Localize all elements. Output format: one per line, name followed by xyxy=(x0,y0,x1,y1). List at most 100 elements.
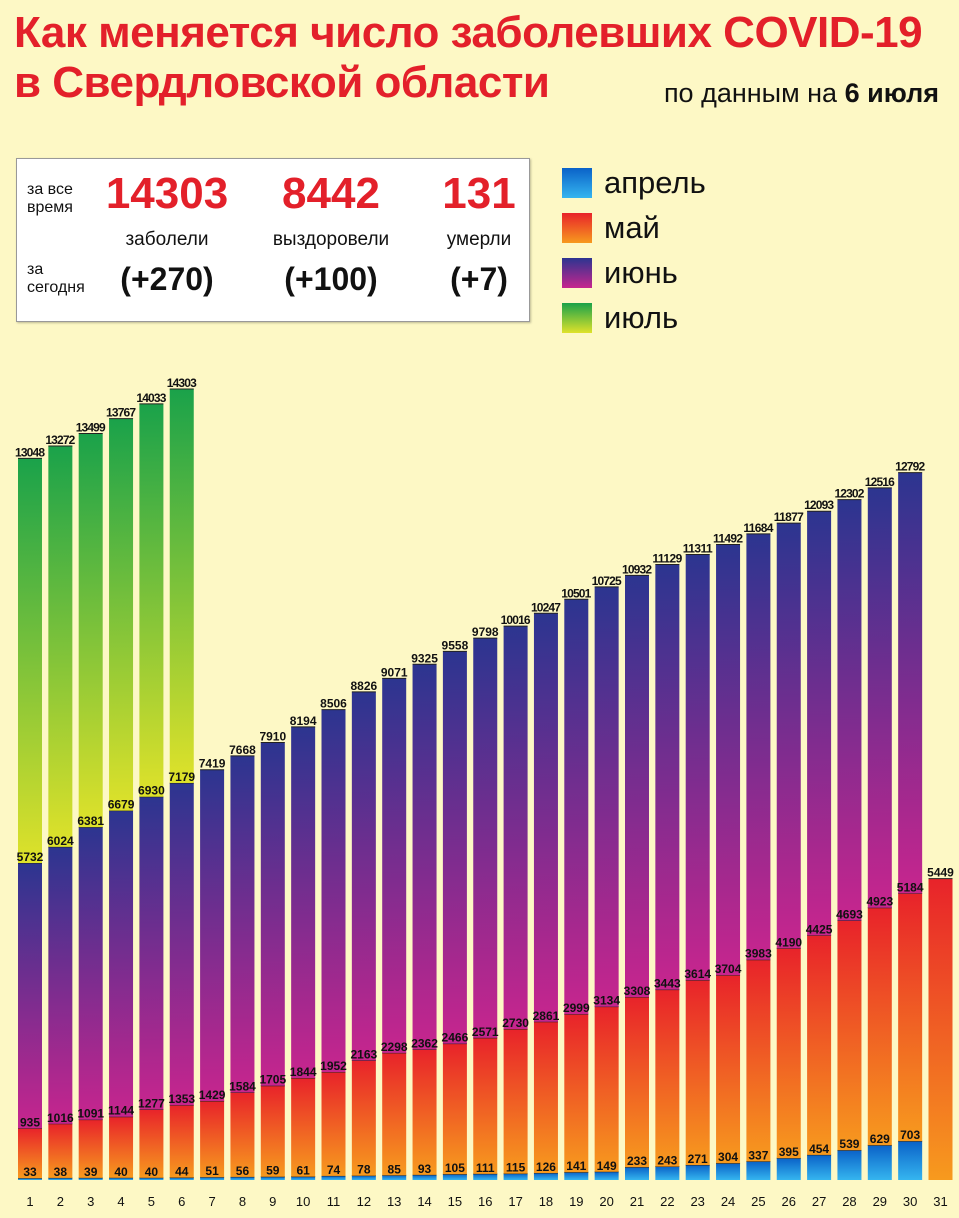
data-label-may-day-8: 1584 xyxy=(229,1079,256,1093)
data-label-may-day-27: 4425 xyxy=(806,922,833,936)
bar-april-day-29 xyxy=(867,1145,892,1180)
stats-panel: за все время за сегодня 14303 заболели (… xyxy=(16,158,530,322)
bar-july-day-3 xyxy=(78,433,103,828)
bar-april-day-14 xyxy=(412,1174,437,1180)
data-label-april-day-23: 271 xyxy=(688,1152,708,1166)
data-label-june-day-26: 11877 xyxy=(774,510,804,524)
bar-april-day-9 xyxy=(260,1176,285,1180)
data-label-april-day-21: 233 xyxy=(627,1154,647,1168)
bar-may-day-2 xyxy=(48,1123,73,1178)
legend-label-june: июнь xyxy=(604,254,678,290)
bar-may-day-9 xyxy=(260,1085,285,1177)
legend-item-july: июль xyxy=(562,295,706,340)
data-label-may-day-7: 1429 xyxy=(199,1088,226,1102)
bar-july-day-1 xyxy=(18,458,42,864)
bar-june-day-7 xyxy=(200,769,225,1101)
data-label-july-day-2: 13272 xyxy=(45,433,75,447)
today-label-line-1: за xyxy=(27,261,44,278)
bar-may-day-8 xyxy=(230,1092,255,1177)
data-label-april-day-16: 111 xyxy=(476,1161,495,1175)
data-label-june-day-19: 10501 xyxy=(561,586,591,600)
bar-may-day-24 xyxy=(716,975,741,1164)
data-label-april-day-25: 337 xyxy=(748,1148,768,1162)
bar-april-day-4 xyxy=(109,1177,134,1180)
bar-july-day-2 xyxy=(48,446,73,847)
sick-today: (+270) xyxy=(120,261,214,297)
recovered-total: 8442 xyxy=(282,169,380,218)
data-label-april-day-30: 703 xyxy=(900,1128,920,1142)
x-tick-label: 4 xyxy=(117,1194,124,1209)
data-label-may-day-25: 3983 xyxy=(745,947,772,961)
data-label-april-day-13: 85 xyxy=(388,1162,402,1176)
bar-april-day-20 xyxy=(594,1171,619,1180)
data-label-may-day-21: 3308 xyxy=(624,984,651,998)
bar-april-day-5 xyxy=(139,1177,164,1180)
data-label-may-day-20: 3134 xyxy=(593,994,620,1008)
bar-april-day-19 xyxy=(564,1172,589,1180)
legend-label-may: май xyxy=(604,209,660,245)
data-label-april-day-22: 243 xyxy=(657,1154,677,1168)
bar-june-day-16 xyxy=(473,638,498,1038)
legend: апрель май июнь июль xyxy=(562,160,706,340)
bar-april-day-21 xyxy=(625,1167,649,1180)
x-tick-label: 28 xyxy=(842,1194,856,1209)
title-line-1: Как меняется число заболевших COVID-19 xyxy=(14,8,923,57)
bar-may-day-27 xyxy=(807,935,832,1155)
bar-april-day-3 xyxy=(78,1177,103,1180)
x-tick-label: 1 xyxy=(26,1194,33,1209)
data-label-may-day-1: 935 xyxy=(20,1115,40,1129)
subtitle: по данным на 6 июля xyxy=(664,78,939,109)
legend-item-may: май xyxy=(562,205,706,250)
bar-june-day-19 xyxy=(564,599,589,1015)
bar-june-day-12 xyxy=(351,691,376,1061)
data-label-may-day-14: 2362 xyxy=(411,1036,438,1050)
data-label-april-day-24: 304 xyxy=(718,1150,738,1164)
bar-may-day-18 xyxy=(533,1021,558,1174)
data-label-may-day-2: 1016 xyxy=(47,1111,74,1125)
bar-may-day-26 xyxy=(776,948,801,1159)
x-tick-label: 16 xyxy=(478,1194,492,1209)
bar-june-day-29 xyxy=(867,487,892,908)
legend-label-april: апрель xyxy=(604,164,706,200)
data-label-april-day-11: 74 xyxy=(327,1163,341,1177)
data-label-may-day-24: 3704 xyxy=(715,962,742,976)
data-label-may-day-3: 1091 xyxy=(77,1107,104,1121)
bar-april-day-8 xyxy=(230,1176,255,1180)
recovered-label: выздоровели xyxy=(272,229,390,250)
bar-june-day-22 xyxy=(655,564,680,990)
bar-june-day-10 xyxy=(291,726,316,1079)
data-label-april-day-4: 40 xyxy=(114,1165,128,1179)
bar-may-day-15 xyxy=(442,1043,467,1175)
bar-may-day-20 xyxy=(594,1006,619,1172)
x-tick-label: 8 xyxy=(239,1194,246,1209)
bar-april-day-25 xyxy=(746,1161,771,1180)
data-label-july-day-1: 13048 xyxy=(15,445,45,459)
data-label-may-day-22: 3443 xyxy=(654,977,681,991)
sick-label: заболели xyxy=(125,229,209,250)
data-label-april-day-29: 629 xyxy=(870,1132,890,1146)
data-label-june-day-25: 11684 xyxy=(743,521,773,535)
data-label-april-day-27: 454 xyxy=(809,1142,829,1156)
bar-june-day-5 xyxy=(139,796,164,1110)
bar-june-day-20 xyxy=(594,586,619,1007)
bar-april-day-12 xyxy=(351,1175,376,1180)
x-tick-label: 13 xyxy=(387,1194,401,1209)
data-label-july-day-3: 13499 xyxy=(76,420,106,434)
data-label-may-day-19: 2999 xyxy=(563,1001,590,1015)
data-label-april-day-19: 141 xyxy=(566,1159,586,1173)
data-label-june-day-13: 9071 xyxy=(381,665,408,679)
data-label-june-day-29: 12516 xyxy=(865,475,895,489)
data-label-may-day-31: 5449 xyxy=(927,866,954,880)
data-label-april-day-17: 115 xyxy=(506,1161,526,1175)
data-label-may-day-4: 1144 xyxy=(108,1104,134,1118)
data-label-april-day-20: 149 xyxy=(597,1159,617,1173)
data-label-june-day-23: 11311 xyxy=(683,541,713,555)
x-tick-label: 23 xyxy=(690,1194,704,1209)
data-label-june-day-30: 12792 xyxy=(895,460,925,474)
all-time-label-line-2: время xyxy=(27,199,73,216)
x-tick-label: 19 xyxy=(569,1194,583,1209)
data-label-april-day-18: 126 xyxy=(536,1160,556,1174)
died-today: (+7) xyxy=(450,261,508,297)
legend-swatch-april xyxy=(562,167,592,198)
bar-april-day-23 xyxy=(685,1165,710,1180)
